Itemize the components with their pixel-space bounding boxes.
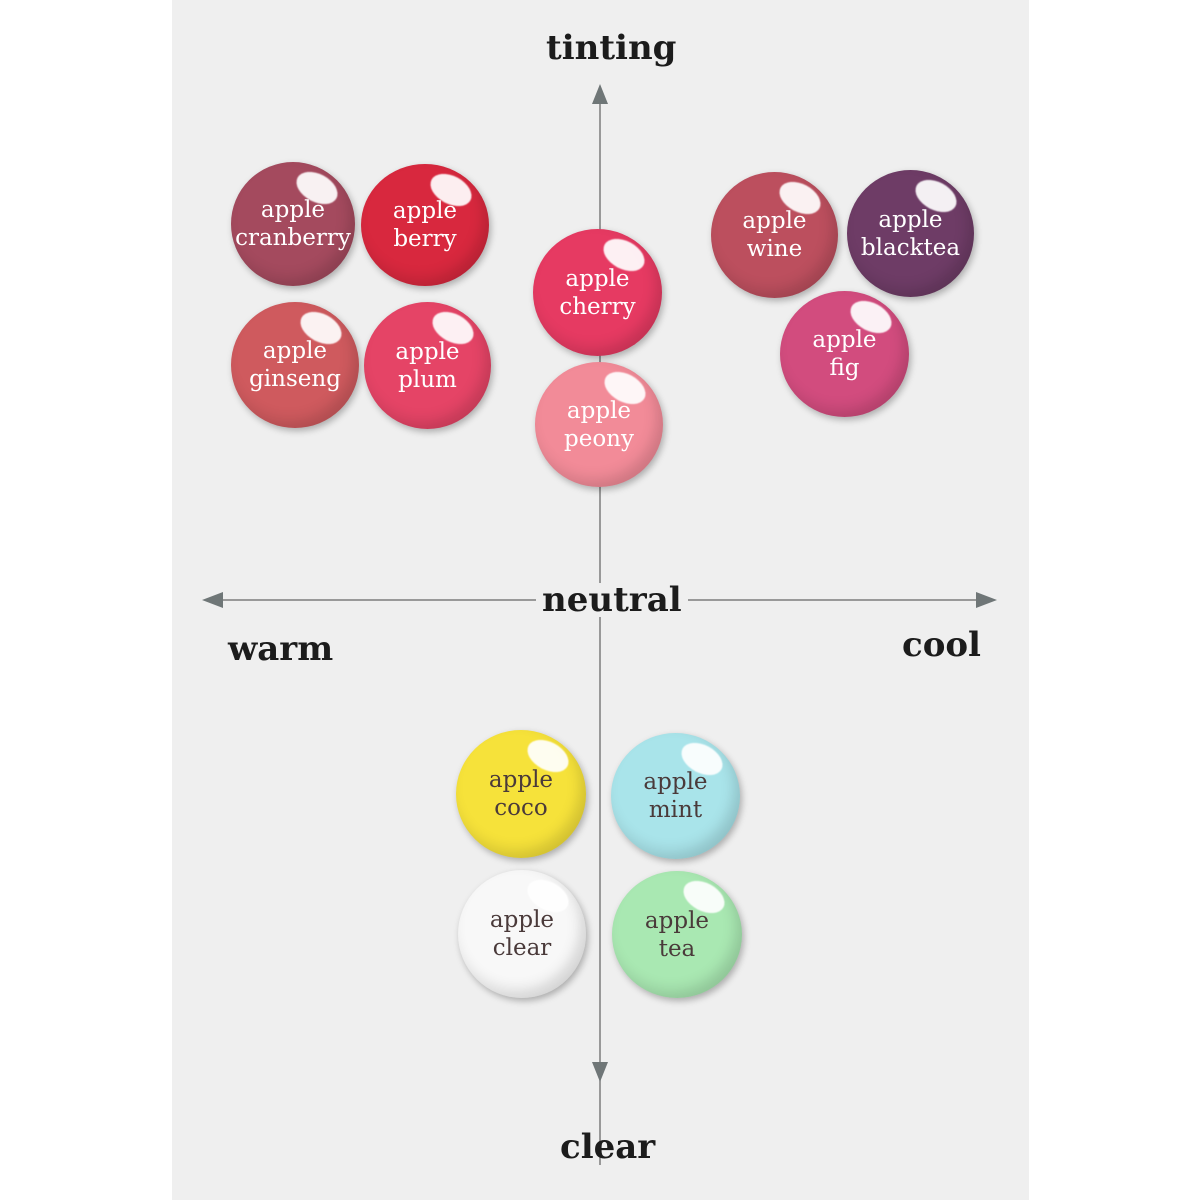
swatch-label-line1: apple	[878, 206, 943, 233]
swatch-label-line2: berry	[393, 226, 457, 252]
swatch-label-line1: apple	[565, 265, 630, 292]
swatch-label-line2: fig	[829, 355, 860, 381]
swatch-clear: apple clear	[458, 870, 586, 998]
swatch-label-line2: mint	[648, 797, 703, 823]
swatch-label-line1: apple	[742, 208, 807, 234]
swatch-fig: apple fig	[780, 291, 909, 417]
axis-label-top: tinting	[546, 28, 677, 68]
swatch-label-line2: peony	[564, 425, 634, 452]
swatch-label-line2: cherry	[559, 293, 636, 320]
swatch-mint: apple mint	[611, 733, 740, 859]
swatch-label-line1: apple	[644, 907, 710, 934]
swatch-label-line1: apple	[643, 769, 708, 795]
swatch-label-line2: wine	[746, 236, 803, 262]
swatch-label-line2: blacktea	[860, 234, 961, 261]
arrow-down-icon	[592, 1062, 608, 1082]
swatch-label-line2: plum	[398, 366, 457, 393]
swatch-blacktea: apple blacktea	[847, 170, 974, 297]
swatch-label-line1: apple	[489, 907, 555, 933]
swatch-label-line2: ginseng	[249, 366, 341, 392]
arrow-right-icon	[976, 592, 997, 608]
swatch-berry: apple berry	[361, 164, 489, 286]
swatch-label-line2: cranberry	[235, 225, 351, 251]
swatch-label-line1: apple	[395, 338, 460, 365]
swatch-label-line1: apple	[812, 327, 877, 353]
swatch-cranberry: apple cranberry	[231, 162, 355, 286]
swatch-label-line1: apple	[566, 397, 632, 424]
swatch-plum: apple plum	[364, 302, 491, 429]
swatch-ginseng: apple ginseng	[231, 302, 359, 428]
swatch-label-line1: apple	[488, 767, 554, 793]
swatch-cherry: apple cherry	[533, 229, 662, 356]
swatch-label-line1: apple	[392, 198, 458, 224]
arrow-left-icon	[202, 592, 223, 608]
axis-label-bottom: clear	[560, 1127, 656, 1167]
arrow-up-icon	[592, 84, 608, 104]
axis-label-left: warm	[228, 629, 334, 669]
swatch-coco: apple coco	[456, 730, 586, 858]
swatch-label-line1: apple	[262, 338, 328, 364]
swatch-label-line2: clear	[492, 935, 552, 961]
axis-label-right: cool	[902, 625, 981, 665]
swatch-wine: apple wine	[711, 172, 838, 298]
swatch-label-line2: coco	[494, 795, 548, 821]
swatch-label-line1: apple	[260, 197, 326, 223]
swatch-tea: apple tea	[612, 871, 742, 998]
axis-label-center: neutral	[536, 583, 688, 617]
swatch-peony: apple peony	[535, 362, 663, 487]
swatch-label-line2: tea	[658, 935, 696, 962]
